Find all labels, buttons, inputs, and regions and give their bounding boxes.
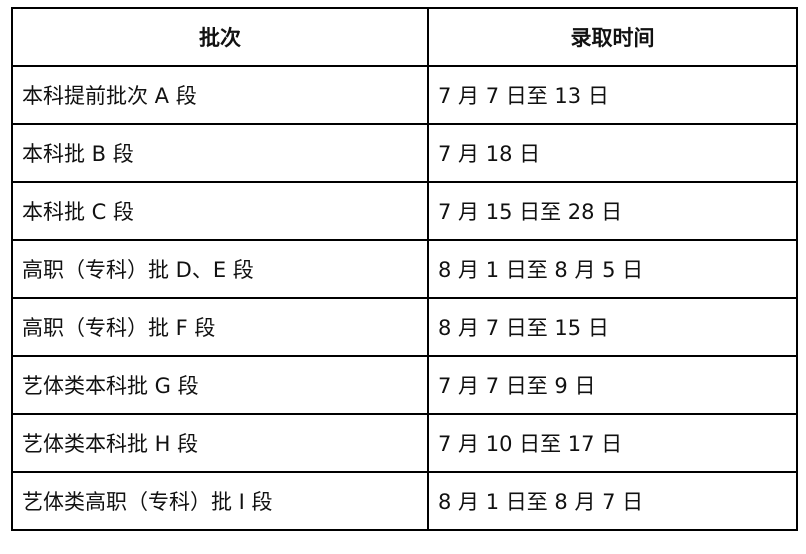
header-batch: 批次	[11, 7, 429, 67]
batch-cell: 艺体类本科批 H 段	[11, 413, 429, 473]
time-cell: 7 月 15 日至 28 日	[427, 181, 798, 241]
batch-cell: 艺体类本科批 G 段	[11, 355, 429, 415]
time-cell: 7 月 7 日至 13 日	[427, 65, 798, 125]
time-cell: 8 月 1 日至 8 月 5 日	[427, 239, 798, 299]
batch-cell: 本科批 B 段	[11, 123, 429, 183]
header-time: 录取时间	[427, 7, 798, 67]
time-cell: 7 月 10 日至 17 日	[427, 413, 798, 473]
batch-cell: 本科批 C 段	[11, 181, 429, 241]
batch-cell: 高职（专科）批 F 段	[11, 297, 429, 357]
time-cell: 7 月 18 日	[427, 123, 798, 183]
time-cell: 8 月 7 日至 15 日	[427, 297, 798, 357]
batch-cell: 艺体类高职（专科）批 I 段	[11, 471, 429, 531]
batch-cell: 本科提前批次 A 段	[11, 65, 429, 125]
batch-cell: 高职（专科）批 D、E 段	[11, 239, 429, 299]
header-row: 批次 录取时间	[11, 7, 798, 67]
time-cell: 7 月 7 日至 9 日	[427, 355, 798, 415]
time-cell: 8 月 1 日至 8 月 7 日	[427, 471, 798, 531]
